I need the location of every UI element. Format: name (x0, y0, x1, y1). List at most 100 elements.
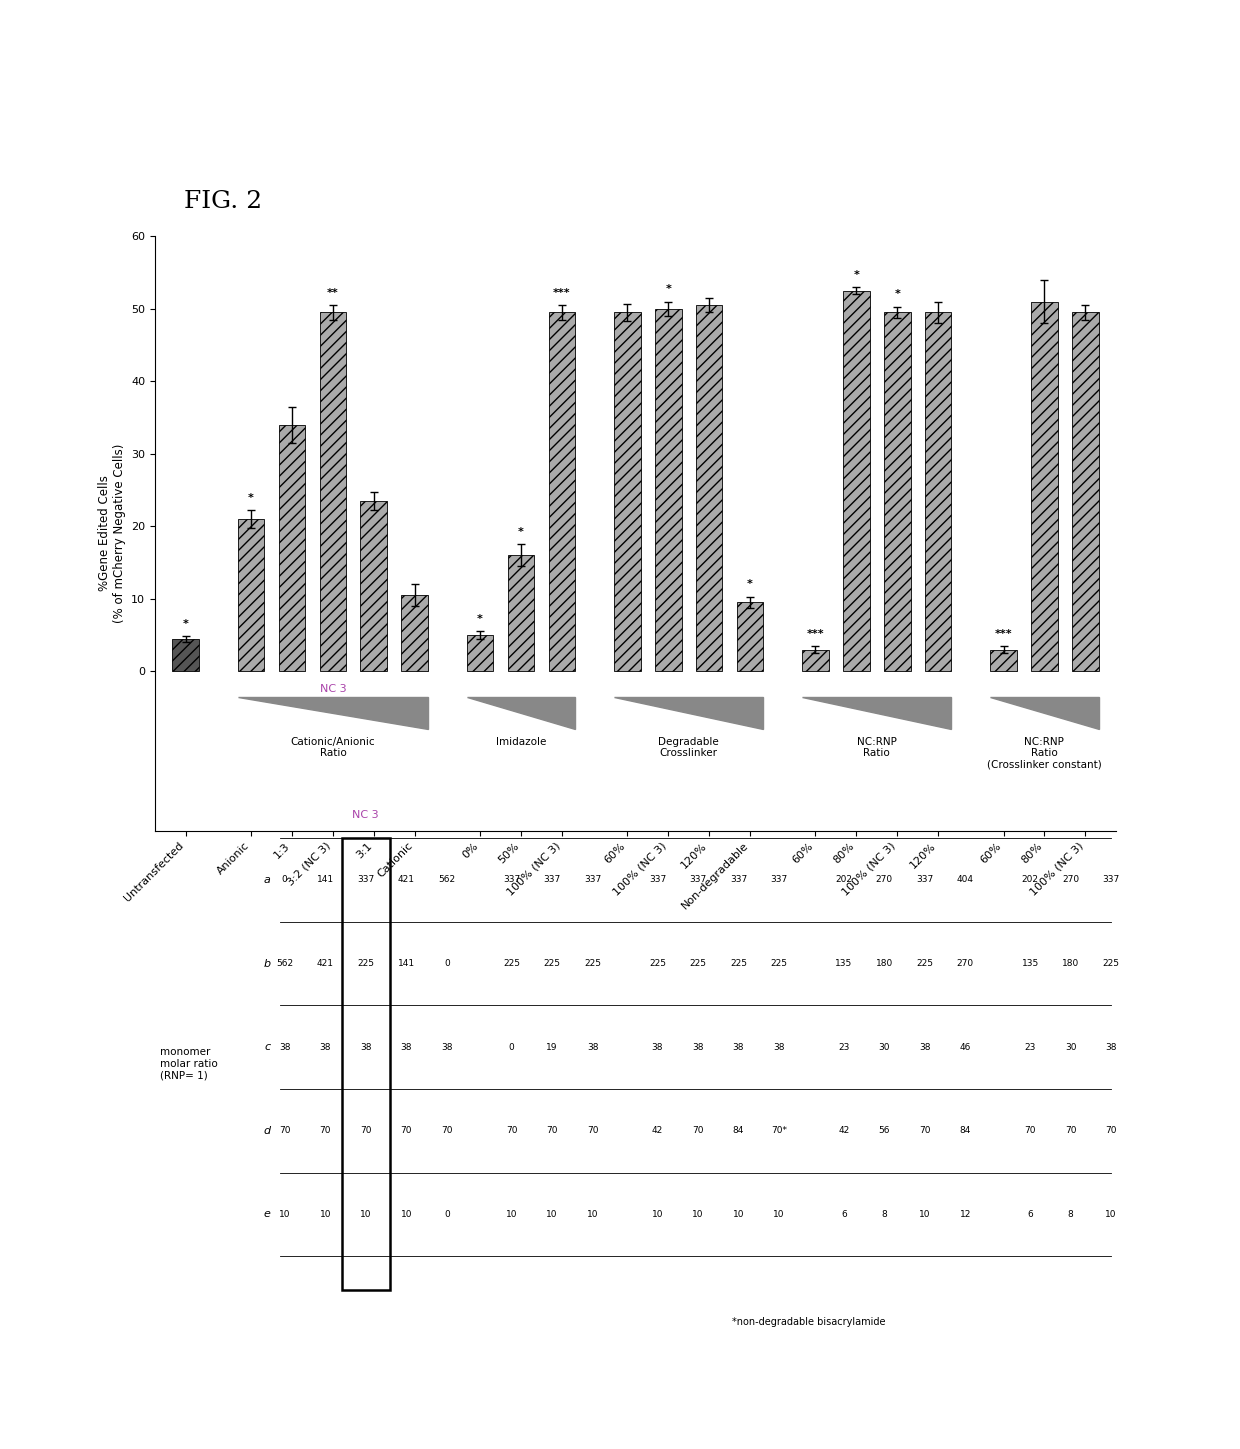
Text: 70: 70 (360, 1126, 372, 1135)
Text: 38: 38 (919, 1043, 930, 1052)
Text: *: * (518, 527, 525, 538)
Bar (614, 313, 641, 671)
Text: 202: 202 (836, 875, 852, 884)
Text: 42: 42 (652, 1126, 663, 1135)
Text: NC:RNP
Ratio
(Crosslinker constant): NC:RNP Ratio (Crosslinker constant) (987, 736, 1102, 769)
Text: 42: 42 (838, 1126, 849, 1135)
Text: 46: 46 (960, 1043, 971, 1052)
Text: 337: 337 (357, 875, 374, 884)
Text: 70: 70 (587, 1126, 599, 1135)
Text: 225: 225 (503, 959, 520, 968)
Text: 180: 180 (1061, 959, 1079, 968)
Text: monomer
molar ratio
(RNP= 1): monomer molar ratio (RNP= 1) (160, 1048, 217, 1081)
Text: 10: 10 (1105, 1210, 1117, 1219)
Text: 70: 70 (919, 1126, 930, 1135)
Text: 404: 404 (957, 875, 973, 884)
Text: 141: 141 (398, 959, 415, 968)
Text: 19: 19 (547, 1043, 558, 1052)
Text: 225: 225 (770, 959, 787, 968)
Text: 6: 6 (1027, 1210, 1033, 1219)
Bar (548, 313, 575, 671)
Text: 70: 70 (279, 1126, 290, 1135)
Text: 38: 38 (692, 1043, 704, 1052)
Bar (802, 649, 828, 671)
Text: *: * (746, 580, 753, 590)
Bar (279, 425, 305, 671)
Text: 337: 337 (770, 875, 787, 884)
Bar (991, 649, 1017, 671)
Text: *: * (894, 290, 900, 300)
Text: 135: 135 (1022, 959, 1039, 968)
Text: 225: 225 (649, 959, 666, 968)
Text: 70: 70 (1065, 1126, 1076, 1135)
Text: e: e (263, 1210, 270, 1220)
Text: Cationic/Anionic
Ratio: Cationic/Anionic Ratio (290, 736, 376, 758)
Text: 70: 70 (692, 1126, 704, 1135)
Text: **: ** (327, 288, 339, 298)
Text: 84: 84 (960, 1126, 971, 1135)
Polygon shape (991, 697, 1099, 729)
Text: 38: 38 (587, 1043, 599, 1052)
Text: 38: 38 (401, 1043, 412, 1052)
Bar (402, 596, 428, 671)
Text: 38: 38 (774, 1043, 785, 1052)
Text: 70*: 70* (771, 1126, 787, 1135)
Text: 225: 225 (543, 959, 560, 968)
Text: 225: 225 (357, 959, 374, 968)
Bar (843, 291, 869, 671)
Text: 135: 135 (836, 959, 852, 968)
Polygon shape (466, 697, 575, 729)
Text: *: * (182, 619, 188, 629)
Text: 225: 225 (584, 959, 601, 968)
Bar (884, 313, 910, 671)
Text: 141: 141 (316, 875, 334, 884)
Bar (342, 838, 389, 1290)
Text: 10: 10 (320, 1210, 331, 1219)
Text: 12: 12 (960, 1210, 971, 1219)
Text: 10: 10 (401, 1210, 412, 1219)
Text: 0: 0 (444, 959, 450, 968)
Text: 38: 38 (441, 1043, 453, 1052)
Text: NC:RNP
Ratio: NC:RNP Ratio (857, 736, 897, 758)
Polygon shape (802, 697, 951, 729)
Text: 84: 84 (733, 1126, 744, 1135)
Bar (238, 519, 264, 671)
Text: 337: 337 (543, 875, 560, 884)
Text: c: c (264, 1042, 270, 1052)
Text: 23: 23 (1024, 1043, 1035, 1052)
Text: 180: 180 (875, 959, 893, 968)
Text: 70: 70 (506, 1126, 517, 1135)
Text: 337: 337 (916, 875, 934, 884)
Text: 38: 38 (1105, 1043, 1117, 1052)
Text: 10: 10 (360, 1210, 372, 1219)
Bar (172, 639, 198, 671)
Text: 562: 562 (438, 875, 455, 884)
Text: 225: 225 (730, 959, 746, 968)
Text: 30: 30 (879, 1043, 890, 1052)
Bar (361, 501, 387, 671)
Text: 23: 23 (838, 1043, 849, 1052)
Text: 6: 6 (841, 1210, 847, 1219)
Text: 10: 10 (587, 1210, 599, 1219)
Text: ***: *** (553, 288, 570, 298)
Bar (655, 309, 682, 671)
Text: 421: 421 (398, 875, 414, 884)
Bar (1073, 313, 1099, 671)
Text: 337: 337 (503, 875, 521, 884)
Text: 225: 225 (689, 959, 707, 968)
Text: Degradable
Crosslinker: Degradable Crosslinker (658, 736, 719, 758)
Text: 421: 421 (316, 959, 334, 968)
Bar (320, 313, 346, 671)
Text: 38: 38 (733, 1043, 744, 1052)
Text: 10: 10 (506, 1210, 517, 1219)
Text: 10: 10 (733, 1210, 744, 1219)
Bar (507, 555, 534, 671)
Text: d: d (263, 1126, 270, 1136)
Text: 225: 225 (1102, 959, 1120, 968)
Bar (1032, 301, 1058, 671)
Text: Imidazole: Imidazole (496, 736, 546, 746)
Text: 30: 30 (1065, 1043, 1076, 1052)
Text: 70: 70 (1024, 1126, 1035, 1135)
Polygon shape (238, 697, 428, 729)
Text: *: * (853, 270, 859, 280)
